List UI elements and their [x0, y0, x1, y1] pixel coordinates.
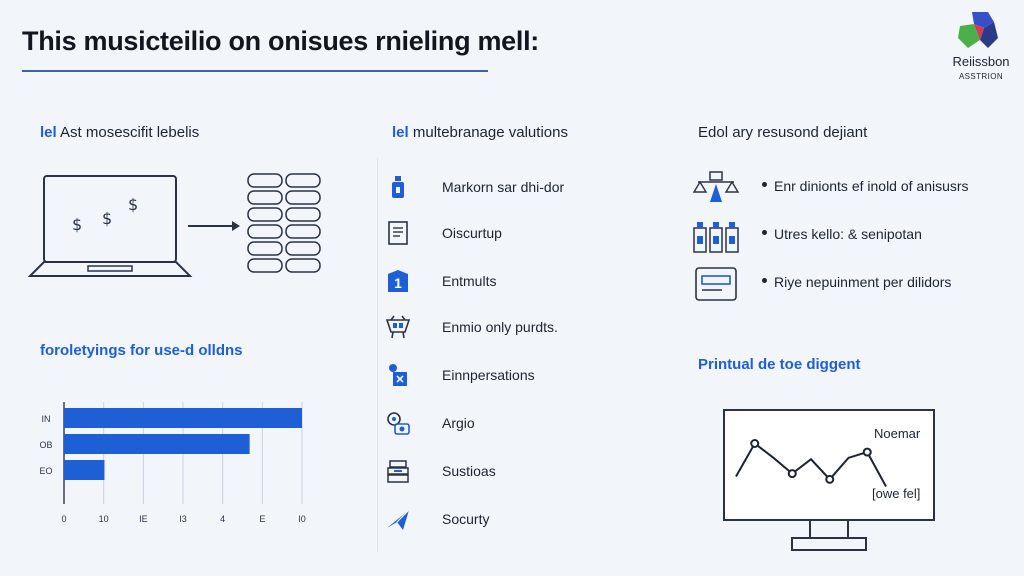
list-item-label: Sustioas — [442, 463, 496, 479]
monitor-label-top: Noemar — [874, 426, 921, 441]
svg-text:$: $ — [72, 215, 82, 234]
data-point — [825, 474, 835, 484]
plane-icon — [387, 509, 410, 530]
middle-section-prefix: lel — [392, 124, 409, 141]
middle-item-list: Markorn sar dhi-dor Oiscurtup 1 Entmults… — [377, 158, 610, 552]
bottles-icon — [693, 222, 739, 253]
svg-text:$: $ — [102, 209, 112, 228]
list-item-label: Riye nepuinment per dilidors — [774, 274, 952, 290]
list-item-label: Enmio only purdts. — [442, 319, 558, 335]
left-section-text: Ast mosescifit lebelis — [60, 124, 200, 141]
laptop-icon: $ $ $ — [28, 175, 193, 277]
bar — [64, 434, 250, 454]
list-item: Argio — [378, 408, 608, 438]
list-item: Enmio only purdts. — [378, 312, 608, 342]
monitor-icon — [723, 409, 935, 551]
list-item: Sustioas — [378, 456, 608, 486]
list-item: Riye nepuinment per dilidors — [692, 266, 1012, 302]
logo-subtitle: ASSTRION — [958, 72, 1004, 81]
number-badge-text: 1 — [394, 275, 402, 291]
list-item: Markorn sar dhi-dor — [378, 172, 608, 202]
list-item-label: Einnpersations — [442, 367, 535, 383]
list-item: Utres kello: & senipotan — [692, 218, 1012, 254]
x-tick-label: 10 — [99, 514, 109, 524]
category-label: IN — [42, 414, 51, 424]
monitor-section-title: Printual de toe diggent — [698, 356, 861, 373]
monitor-label-bottom: [owe fel] — [872, 486, 921, 501]
scale-icon — [692, 171, 740, 202]
basket-icon — [385, 315, 411, 339]
panel-icon — [695, 267, 737, 301]
left-section-prefix: lel — [40, 124, 57, 141]
brand-logo: Reiissbon ASSTRION — [946, 8, 1016, 88]
x-tick-label: I0 — [298, 514, 306, 524]
right-section-title: Edol ary resusond dejiant — [698, 124, 868, 141]
left-section-title: lel Ast mosescifit lebelis — [40, 124, 199, 141]
person-card-icon — [389, 364, 407, 386]
list-item: Einnpersations — [378, 360, 608, 390]
arrow-right-icon — [188, 221, 240, 231]
svg-text:$: $ — [128, 195, 138, 214]
middle-section-text: multebranage valutions — [412, 124, 568, 141]
x-tick-label: 0 — [61, 514, 66, 524]
logo-mark-icon — [958, 12, 998, 48]
bullet-icon — [762, 182, 767, 187]
list-item: Enr dinionts ef inold of anisusrs — [692, 170, 1012, 206]
x-tick-label: IE — [139, 514, 148, 524]
series-line — [735, 442, 887, 487]
category-label: OB — [39, 440, 52, 450]
list-item-label: Enr dinionts ef inold of anisusrs — [774, 178, 969, 194]
list-item-label: Socurty — [442, 511, 490, 527]
list-item-label: Argio — [442, 415, 475, 431]
gears-icon — [387, 412, 410, 435]
bottle-icon — [392, 176, 404, 198]
title-underline — [22, 70, 488, 72]
data-point — [787, 469, 797, 479]
bullet-icon — [762, 278, 767, 283]
bar — [64, 460, 105, 480]
category-label: EO — [39, 466, 52, 476]
document-icon — [388, 221, 408, 245]
middle-section-title: lel multebranage valutions — [392, 124, 568, 141]
stack-icon — [387, 460, 409, 483]
x-tick-label: E — [259, 514, 265, 524]
list-item: 1 Entmults — [378, 266, 608, 296]
monitor-line-chart: Noemar [owe fel] — [722, 408, 936, 554]
x-tick-label: I3 — [179, 514, 187, 524]
list-item: Oiscurtup — [378, 218, 608, 248]
data-point — [862, 447, 872, 457]
page-title: This musicteilio on onisues rnieling mel… — [22, 26, 539, 56]
x-tick-label: 4 — [220, 514, 225, 524]
bullet-icon — [762, 230, 767, 235]
bar — [64, 408, 302, 428]
list-item-label: Utres kello: & senipotan — [774, 226, 922, 242]
list-item-label: Entmults — [442, 273, 497, 289]
list-item-label: Markorn sar dhi-dor — [442, 179, 565, 195]
logo-name: Reiissbon — [952, 54, 1010, 69]
list-item: Socurty — [378, 504, 608, 534]
laptop-labels-illustration: $ $ $ — [28, 173, 321, 277]
label-tags-icon — [247, 173, 321, 273]
data-point — [750, 439, 760, 448]
bar-chart-title: foroletyings for use-d olldns — [40, 342, 243, 359]
list-item-label: Oiscurtup — [442, 225, 502, 241]
bar-chart: 0 10 IE I3 4 E I0 IN OB EO — [39, 402, 306, 524]
number-badge-icon: 1 — [388, 270, 408, 292]
